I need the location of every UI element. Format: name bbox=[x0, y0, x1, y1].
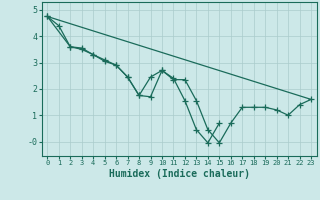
X-axis label: Humidex (Indice chaleur): Humidex (Indice chaleur) bbox=[109, 169, 250, 179]
